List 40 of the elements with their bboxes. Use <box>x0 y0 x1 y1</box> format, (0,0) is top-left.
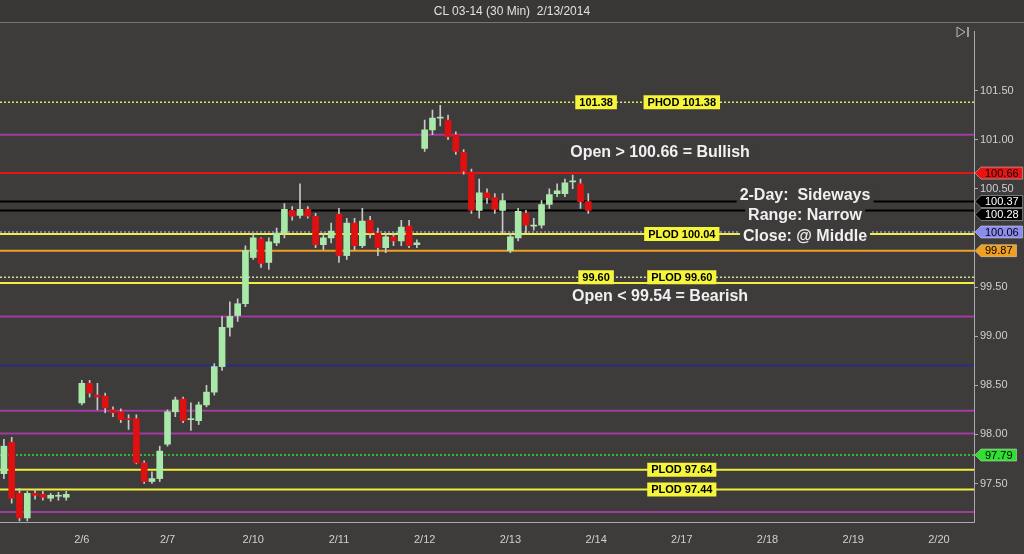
x-tick-label: 2/19 <box>842 533 864 546</box>
y-tick-label: 99.50 <box>980 280 1008 293</box>
chart-title: CL 03-14 (30 Min) 2/13/2014 <box>432 4 592 18</box>
x-tick-label: 2/12 <box>413 533 436 546</box>
x-tick-label: 2/18 <box>756 533 779 546</box>
ref-line-label: 100.28 <box>985 208 1019 221</box>
y-tick-label: 98.50 <box>980 378 1008 391</box>
y-tick-label: 99.00 <box>980 329 1008 342</box>
y-tick-label: 100.50 <box>980 181 1014 194</box>
ref-line-label: 97.79 <box>985 448 1013 461</box>
y-tick-label: 97.50 <box>980 476 1008 489</box>
x-tick-label: 2/20 <box>928 533 950 546</box>
x-tick-label: 2/10 <box>242 533 264 546</box>
annotation: PLOD 97.44 <box>651 482 714 495</box>
candlestick <box>31 489 39 500</box>
ref-line-label: 100.37 <box>985 195 1019 208</box>
x-tick-label: 2/7 <box>159 533 176 546</box>
annotation: Range: Narrow <box>745 206 865 224</box>
annotation: 99.60 <box>582 270 610 283</box>
ref-line-label: 100.06 <box>985 225 1019 238</box>
candlestick <box>296 183 304 219</box>
annotation: PLOD 97.64 <box>651 463 714 476</box>
x-tick-label: 2/17 <box>671 533 693 546</box>
x-tick-label: 2/11 <box>328 533 350 546</box>
annotation: PHOD 101.38 <box>647 95 717 108</box>
annotation: 2-Day: Sideways <box>736 186 874 204</box>
annotation: Open > 100.66 = Bullish <box>567 143 753 161</box>
x-tick-label: 2/6 <box>74 533 90 546</box>
annotation: PLOD 99.60 <box>651 270 713 283</box>
x-tick-label: 2/14 <box>585 533 607 546</box>
x-tick-label: 2/13 <box>499 533 522 546</box>
annotation: PLOD 100.04 <box>648 227 717 240</box>
annotation: 101.38 <box>579 95 613 108</box>
y-tick-label: 98.00 <box>980 427 1008 440</box>
y-tick-label: 101.50 <box>980 83 1014 96</box>
annotation: Open < 99.54 = Bearish <box>568 287 752 305</box>
annotation: Close: @ Middle <box>739 227 871 245</box>
ref-line-label: 99.87 <box>985 244 1013 257</box>
ref-line-label: 100.66 <box>985 166 1019 179</box>
y-tick-label: 101.00 <box>980 132 1014 145</box>
